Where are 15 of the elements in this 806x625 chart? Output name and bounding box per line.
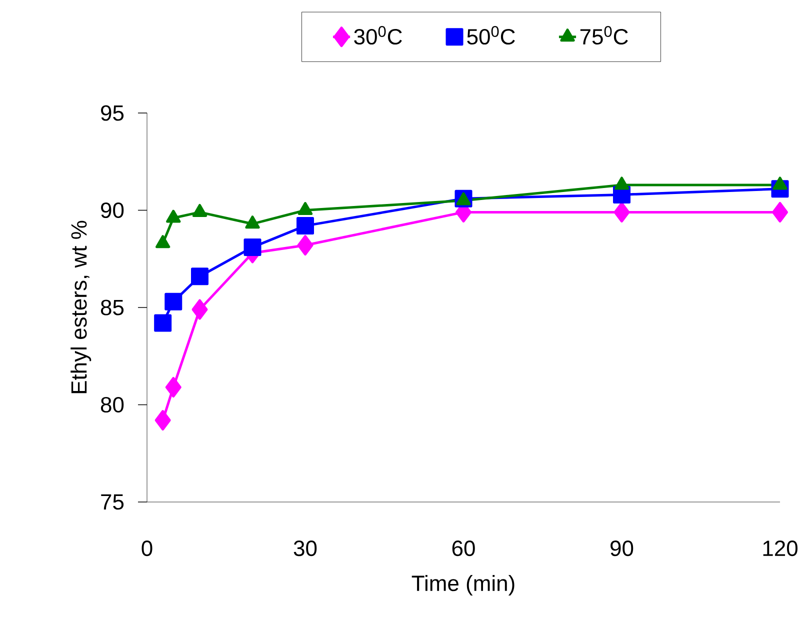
y-axis-title: Ethyl esters, wt % — [70, 220, 92, 394]
y-tick-label: 80 — [100, 396, 124, 413]
legend-label: 30$^{0}$C — [354, 26, 402, 45]
y-tick-label: 85 — [100, 300, 124, 316]
x-tick-label: 90 — [610, 540, 634, 556]
x-axis-title: Time (min) — [412, 574, 514, 596]
y-tick-label: 75 — [101, 494, 124, 510]
x-tick-label: 30 — [294, 540, 317, 556]
legend-label: 50$^{0}$C — [467, 26, 515, 45]
x-tick-label: 0 — [142, 540, 152, 556]
y-tick-label: 90 — [101, 202, 124, 218]
y-tick-label: 95 — [101, 105, 124, 121]
x-tick-label: 120 — [763, 540, 798, 556]
x-tick-label: 60 — [452, 540, 475, 556]
legend-label: 75$^{0}$C — [580, 26, 628, 45]
